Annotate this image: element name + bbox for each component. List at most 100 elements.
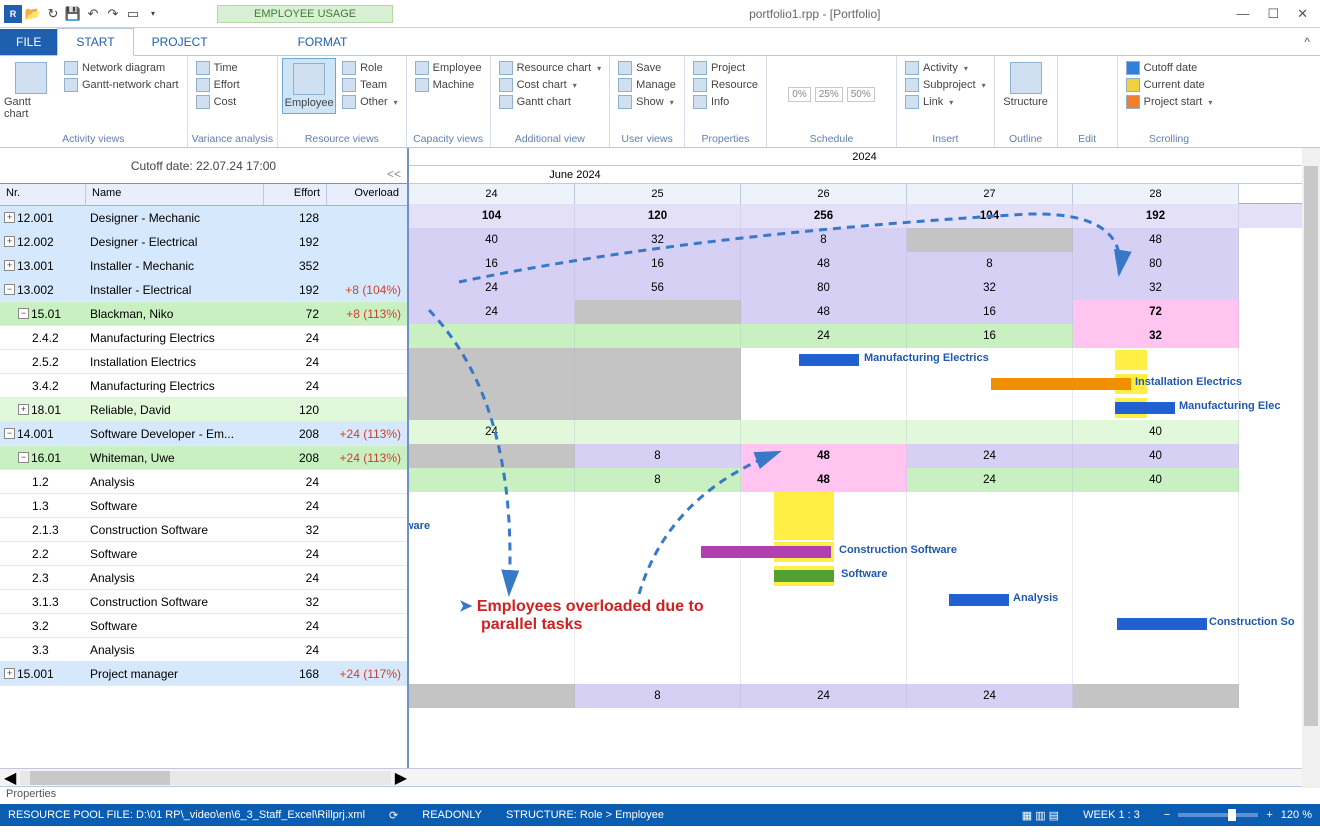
table-row[interactable]: +15.001Project manager168+24 (117%)	[0, 662, 407, 686]
network-diagram-button[interactable]: Network diagram	[60, 60, 183, 76]
expand-icon[interactable]: +	[4, 668, 15, 679]
grid-right: 2024 June 2024 Ju 2425262728 10412025610…	[409, 148, 1320, 768]
ins-activity-button[interactable]: Activity▾	[901, 60, 990, 76]
gantt-bar[interactable]	[799, 354, 859, 366]
table-row[interactable]: 1.2Analysis24	[0, 470, 407, 494]
scroll-current-button[interactable]: Current date	[1122, 77, 1217, 93]
qat-more-icon[interactable]: ▾	[144, 5, 162, 23]
ins-subproject-button[interactable]: Subproject▾	[901, 77, 990, 93]
edit-filter-icon[interactable]	[1062, 58, 1078, 74]
expand-icon[interactable]: −	[4, 428, 15, 439]
add-gantt-button[interactable]: Gantt chart	[495, 94, 606, 110]
table-row[interactable]: 3.1.3Construction Software32	[0, 590, 407, 614]
prop-resource-button[interactable]: Resource	[689, 77, 762, 93]
maximize-button[interactable]: ☐	[1267, 6, 1279, 22]
gantt-bar[interactable]	[1117, 618, 1207, 630]
hdr-effort[interactable]: Effort	[264, 184, 327, 205]
properties-bar[interactable]: Properties	[0, 786, 1320, 804]
cost-button[interactable]: Cost	[192, 94, 244, 110]
table-row[interactable]: 2.2Software24	[0, 542, 407, 566]
sched-btn[interactable]: 50%	[847, 87, 875, 102]
role-button[interactable]: Role	[338, 60, 402, 76]
table-row[interactable]: 2.5.2Installation Electrics24	[0, 350, 407, 374]
edit-sort-icon[interactable]	[1080, 58, 1096, 74]
collapse-left-button[interactable]: <<	[387, 167, 401, 181]
table-row[interactable]: 3.3Analysis24	[0, 638, 407, 662]
open-icon[interactable]: 📂	[24, 5, 42, 23]
scroll-cutoff-button[interactable]: Cutoff date	[1122, 60, 1217, 76]
gantt-bar[interactable]	[991, 378, 1131, 390]
other-button[interactable]: Other▾	[338, 94, 402, 110]
tab-project[interactable]: PROJECT	[134, 29, 226, 55]
expand-icon[interactable]: +	[4, 212, 15, 223]
table-row[interactable]: 2.3Analysis24	[0, 566, 407, 590]
chart-cell: 24	[741, 324, 907, 348]
row-nr: 2.4.2	[32, 331, 59, 345]
collapse-ribbon-icon[interactable]: ^	[1294, 29, 1320, 55]
table-row[interactable]: 2.4.2Manufacturing Electrics24	[0, 326, 407, 350]
tab-start[interactable]: START	[57, 28, 133, 56]
gantt-network-button[interactable]: Gantt-network chart	[60, 77, 183, 93]
gantt-chart-button[interactable]: Gantt chart	[4, 58, 58, 124]
employee-view-button[interactable]: Employee	[282, 58, 336, 114]
cap-employee-button[interactable]: Employee	[411, 60, 486, 76]
uv-show-button[interactable]: Show▾	[614, 94, 680, 110]
expand-icon[interactable]: +	[4, 236, 15, 247]
expand-icon[interactable]: −	[18, 452, 29, 463]
zoom-control[interactable]: −+ 120 %	[1164, 809, 1312, 821]
expand-icon[interactable]: −	[18, 308, 29, 319]
form-icon[interactable]: ▭	[124, 5, 142, 23]
table-row[interactable]: 1.3Software24	[0, 494, 407, 518]
gantt-bar[interactable]	[774, 570, 834, 582]
table-row[interactable]: 3.2Software24	[0, 614, 407, 638]
scroll-pstart-button[interactable]: Project start▾	[1122, 94, 1217, 110]
expand-icon[interactable]: +	[18, 404, 29, 415]
resource-chart-button[interactable]: Resource chart▾	[495, 60, 606, 76]
table-row[interactable]: 3.4.2Manufacturing Electrics24	[0, 374, 407, 398]
table-row[interactable]: +18.01Reliable, David120	[0, 398, 407, 422]
hdr-nr[interactable]: Nr.	[0, 184, 86, 205]
redo-icon[interactable]: ↷	[104, 5, 122, 23]
hdr-overload[interactable]: Overload	[327, 184, 405, 205]
cost-chart-button[interactable]: Cost chart▾	[495, 77, 606, 93]
table-row[interactable]: +12.002Designer - Electrical192	[0, 230, 407, 254]
uv-manage-button[interactable]: Manage	[614, 77, 680, 93]
prop-project-button[interactable]: Project	[689, 60, 762, 76]
row-nr: 12.001	[17, 211, 54, 225]
structure-button[interactable]: Structure	[999, 58, 1053, 112]
horizontal-scrollbar[interactable]: ◀▶	[0, 768, 1320, 786]
status-refresh-icon[interactable]: ⟳	[389, 809, 398, 822]
prop-info-button[interactable]: Info	[689, 94, 762, 110]
effort-button[interactable]: Effort	[192, 77, 244, 93]
table-row[interactable]: +13.001Installer - Mechanic352	[0, 254, 407, 278]
time-button[interactable]: Time	[192, 60, 244, 76]
tab-format[interactable]: FORMAT	[280, 29, 366, 55]
undo-icon[interactable]: ↶	[84, 5, 102, 23]
gantt-bar[interactable]	[949, 594, 1009, 606]
team-button[interactable]: Team	[338, 77, 402, 93]
gantt-bar[interactable]	[1115, 402, 1175, 414]
cap-machine-button[interactable]: Machine	[411, 77, 486, 93]
save-icon[interactable]: 💾	[64, 5, 82, 23]
refresh-icon[interactable]: ↻	[44, 5, 62, 23]
vertical-scrollbar[interactable]	[1302, 148, 1320, 788]
chart-cell	[741, 636, 907, 660]
uv-save-button[interactable]: Save	[614, 60, 680, 76]
sched-btn[interactable]: 25%	[815, 87, 843, 102]
tab-file[interactable]: FILE	[0, 29, 57, 55]
sched-btn[interactable]: 0%	[788, 87, 810, 102]
table-row[interactable]: −14.001Software Developer - Em...208+24 …	[0, 422, 407, 446]
close-button[interactable]: ✕	[1297, 6, 1308, 22]
gantt-bar[interactable]	[701, 546, 831, 558]
expand-icon[interactable]: +	[4, 260, 15, 271]
minimize-button[interactable]: —	[1236, 6, 1249, 22]
table-row[interactable]: +12.001Designer - Mechanic128	[0, 206, 407, 230]
table-row[interactable]: −16.01Whiteman, Uwe208+24 (113%)	[0, 446, 407, 470]
status-view-icons[interactable]: ▦ ▥ ▤	[1022, 809, 1059, 822]
table-row[interactable]: −15.01Blackman, Niko72+8 (113%)	[0, 302, 407, 326]
hdr-name[interactable]: Name	[86, 184, 264, 205]
table-row[interactable]: 2.1.3Construction Software32	[0, 518, 407, 542]
expand-icon[interactable]: −	[4, 284, 15, 295]
ins-link-button[interactable]: Link▾	[901, 94, 990, 110]
table-row[interactable]: −13.002Installer - Electrical192+8 (104%…	[0, 278, 407, 302]
